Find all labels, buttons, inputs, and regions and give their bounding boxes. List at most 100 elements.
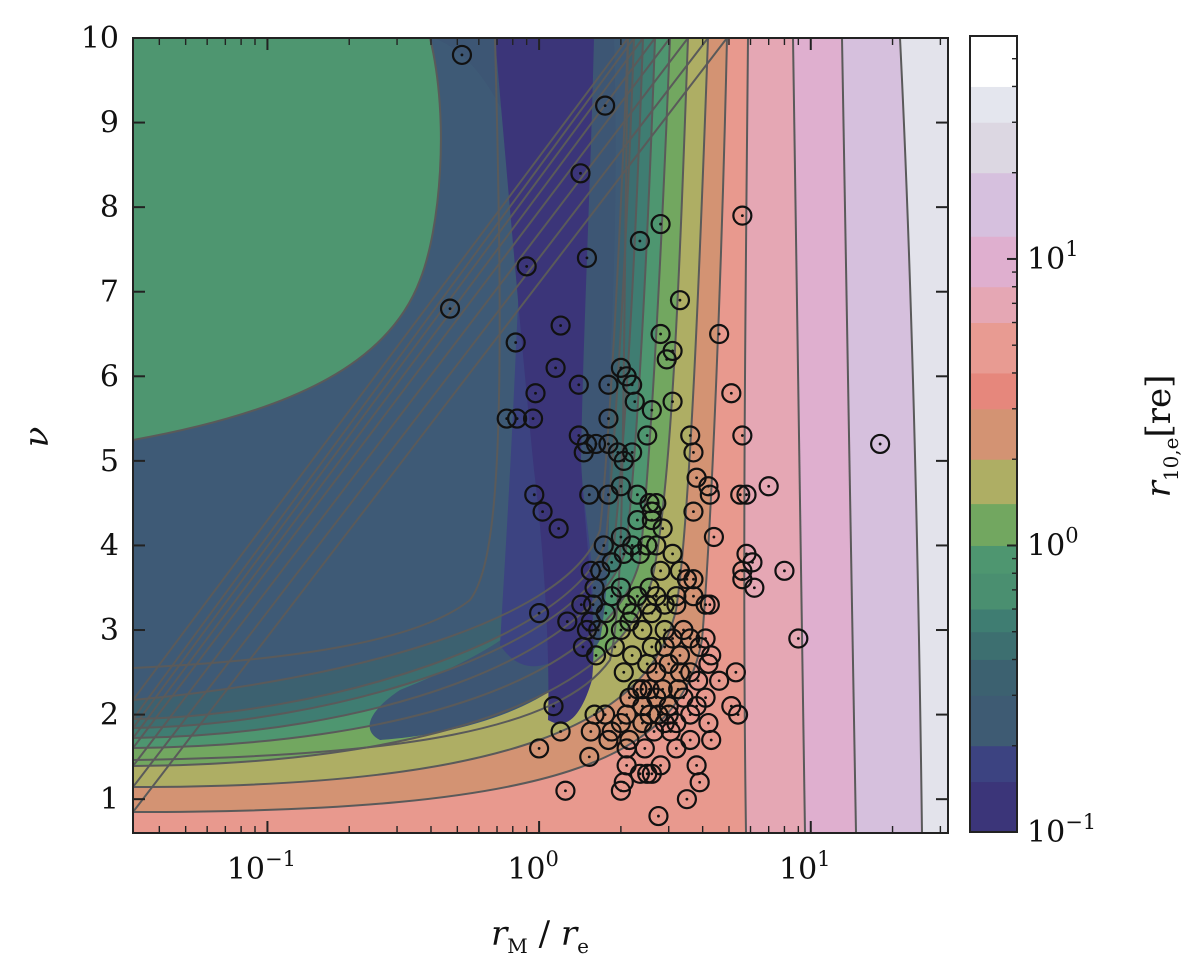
colorbar-band — [970, 545, 1017, 574]
data-point-center — [767, 484, 771, 488]
data-point-ring — [524, 484, 545, 505]
data-point-ring — [666, 738, 687, 759]
data-point — [548, 518, 569, 539]
data-point — [598, 433, 619, 455]
data-point-center — [783, 569, 786, 573]
colorbar-band — [970, 503, 1017, 546]
contour-line-12 — [133, 38, 630, 702]
data-point-ring — [451, 44, 473, 66]
data-point — [507, 408, 528, 429]
data-point-center — [625, 763, 629, 767]
colorbar-band — [970, 286, 1017, 324]
data-point-center — [630, 544, 634, 547]
data-point-center — [607, 417, 610, 420]
data-point-center — [692, 577, 695, 581]
data-point — [585, 645, 607, 666]
data-point-center — [610, 594, 614, 598]
data-point-center — [619, 484, 623, 488]
data-point-center — [581, 645, 585, 649]
data-point-center — [565, 620, 569, 623]
data-point-center — [704, 603, 707, 607]
data-point-center — [607, 738, 610, 742]
data-point-center — [635, 493, 639, 497]
data-point-center — [671, 637, 674, 640]
data-point-center — [692, 594, 695, 598]
data-point-center — [698, 645, 702, 649]
data-point-ring — [570, 163, 591, 184]
data-point-center — [537, 747, 541, 750]
colorbar-band — [970, 86, 1017, 123]
data-point-center — [587, 755, 591, 759]
data-point-center — [712, 535, 716, 539]
data-point — [439, 298, 461, 319]
data-point-center — [635, 687, 639, 691]
data-point-center — [688, 713, 692, 716]
contour-line-1 — [899, 38, 923, 833]
data-point-ring — [525, 383, 546, 404]
data-point-center — [650, 772, 654, 776]
data-point-ring — [698, 476, 719, 497]
contour-region-upper-left — [133, 38, 441, 440]
contour-region-16 — [495, 38, 594, 724]
data-point-ring — [683, 501, 704, 522]
data-point-center — [531, 417, 535, 420]
data-point-ring — [699, 594, 720, 615]
data-point-center — [745, 493, 748, 497]
data-point-ring — [595, 95, 616, 116]
data-point — [598, 408, 619, 429]
data-point — [699, 484, 720, 505]
data-point-ring — [676, 789, 698, 810]
data-point-ring — [666, 594, 687, 615]
contour-line-11 — [133, 38, 636, 721]
data-point-ring — [529, 738, 550, 759]
data-point-ring — [774, 560, 795, 581]
colorbar-band — [970, 172, 1017, 237]
data-point — [676, 789, 698, 810]
data-point-ring — [557, 611, 578, 632]
y-tick-label: 10 — [81, 21, 119, 56]
colorbar-band — [970, 631, 1017, 660]
data-point — [788, 628, 809, 649]
data-point-center — [707, 662, 710, 666]
data-point-center — [717, 679, 721, 683]
data-point — [721, 383, 742, 404]
contour-fill-layer — [133, 38, 948, 833]
data-point — [736, 484, 757, 505]
data-point-ring — [613, 662, 634, 683]
data-point — [598, 484, 619, 505]
data-point — [758, 476, 779, 497]
data-point — [524, 484, 545, 505]
data-point-center — [654, 696, 658, 700]
data-point-center — [587, 493, 591, 497]
data-point-center — [635, 594, 639, 598]
data-point-ring — [613, 450, 634, 471]
data-point — [613, 662, 634, 683]
data-point-ring — [758, 476, 779, 497]
data-point-center — [448, 307, 452, 311]
data-point-ring — [683, 442, 704, 463]
data-point-ring — [742, 552, 763, 573]
data-point-center — [650, 518, 654, 522]
data-point-ring — [610, 780, 631, 801]
data-point — [629, 230, 651, 252]
data-point-center — [591, 603, 595, 607]
data-point-center — [692, 451, 695, 454]
data-point — [648, 805, 669, 827]
data-point — [613, 772, 634, 793]
data-point — [579, 746, 600, 767]
data-point-ring — [532, 501, 553, 522]
data-point-center — [692, 510, 695, 514]
colorbar-band — [970, 781, 1017, 833]
data-point-ring — [703, 526, 725, 548]
data-point-center — [532, 493, 536, 497]
data-point-center — [659, 332, 662, 336]
colorbar-band — [970, 372, 1017, 410]
contour-line-upper-left — [133, 38, 442, 441]
data-point-center — [734, 670, 738, 674]
data-point-center — [688, 738, 692, 742]
data-point-ring — [622, 603, 643, 624]
data-point-center — [596, 628, 600, 632]
data-point — [543, 696, 564, 717]
colorbar-band — [970, 236, 1017, 288]
